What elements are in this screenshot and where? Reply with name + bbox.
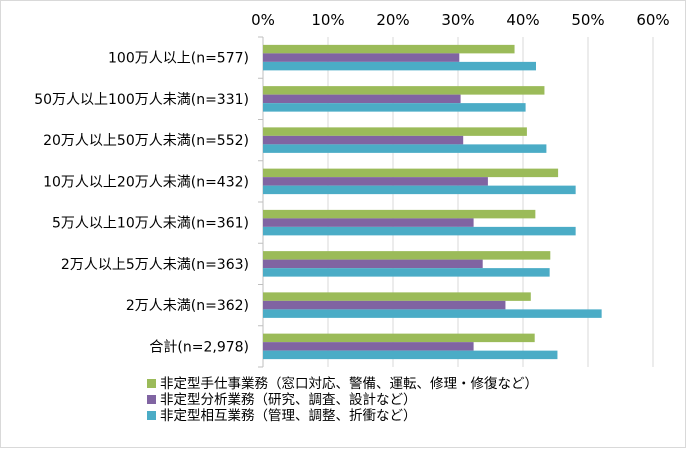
bar-1-1	[263, 94, 461, 104]
bar-0-7	[263, 333, 535, 343]
bar-2-0	[263, 61, 536, 71]
bar-0-0	[263, 44, 515, 54]
bar-2-4	[263, 226, 576, 236]
category-label: 合計(n=2,978)	[149, 339, 249, 355]
bar-1-3	[263, 177, 488, 186]
category-label: 10万人以上20万人未満(n=432)	[43, 174, 249, 190]
bar-1-7	[263, 342, 474, 351]
category-label: 100万人以上(n=577)	[108, 51, 249, 67]
legend-label: 非定型手仕事業務（窓口対応、警備、運転、修理・修復など）	[160, 375, 538, 392]
category-label: 2万人未満(n=362)	[126, 298, 249, 314]
category-label: 5万人以上10万人未満(n=361)	[52, 216, 249, 232]
bar-0-4	[263, 209, 536, 219]
legend-label: 非定型分析業務（研究、調査、設計など）	[160, 392, 417, 408]
bar-2-7	[263, 350, 558, 360]
legend-swatch	[147, 379, 156, 388]
bar-0-5	[263, 251, 551, 260]
bar-2-5	[263, 268, 550, 277]
legend-swatch	[147, 395, 156, 404]
bar-0-6	[263, 292, 531, 301]
bar-2-1	[263, 103, 526, 112]
x-tick-label: 30%	[441, 11, 474, 29]
category-label: 20万人以上50万人未満(n=552)	[43, 133, 249, 149]
category-label: 2万人以上5万人未満(n=363)	[61, 257, 249, 273]
bar-1-2	[263, 135, 464, 145]
legend-swatch	[147, 411, 156, 420]
bar-1-0	[263, 53, 460, 62]
x-tick-label: 40%	[506, 11, 539, 29]
x-tick-label: 10%	[311, 11, 344, 29]
category-label: 50万人以上100万人未満(n=331)	[34, 92, 249, 108]
bar-2-2	[263, 144, 547, 153]
x-tick-label: 20%	[376, 11, 409, 29]
x-tick-label: 60%	[636, 11, 669, 29]
bar-2-6	[263, 309, 602, 318]
bar-1-6	[263, 300, 506, 310]
legend-label: 非定型相互業務（管理、調整、折衝など）	[160, 408, 417, 424]
bar-2-3	[263, 185, 576, 195]
x-tick-label: 50%	[571, 11, 604, 29]
bar-1-4	[263, 218, 474, 227]
bar-1-5	[263, 259, 483, 269]
bar-0-3	[263, 168, 559, 178]
bar-0-2	[263, 127, 527, 136]
bar-0-1	[263, 86, 545, 95]
x-tick-label: 0%	[251, 11, 275, 29]
